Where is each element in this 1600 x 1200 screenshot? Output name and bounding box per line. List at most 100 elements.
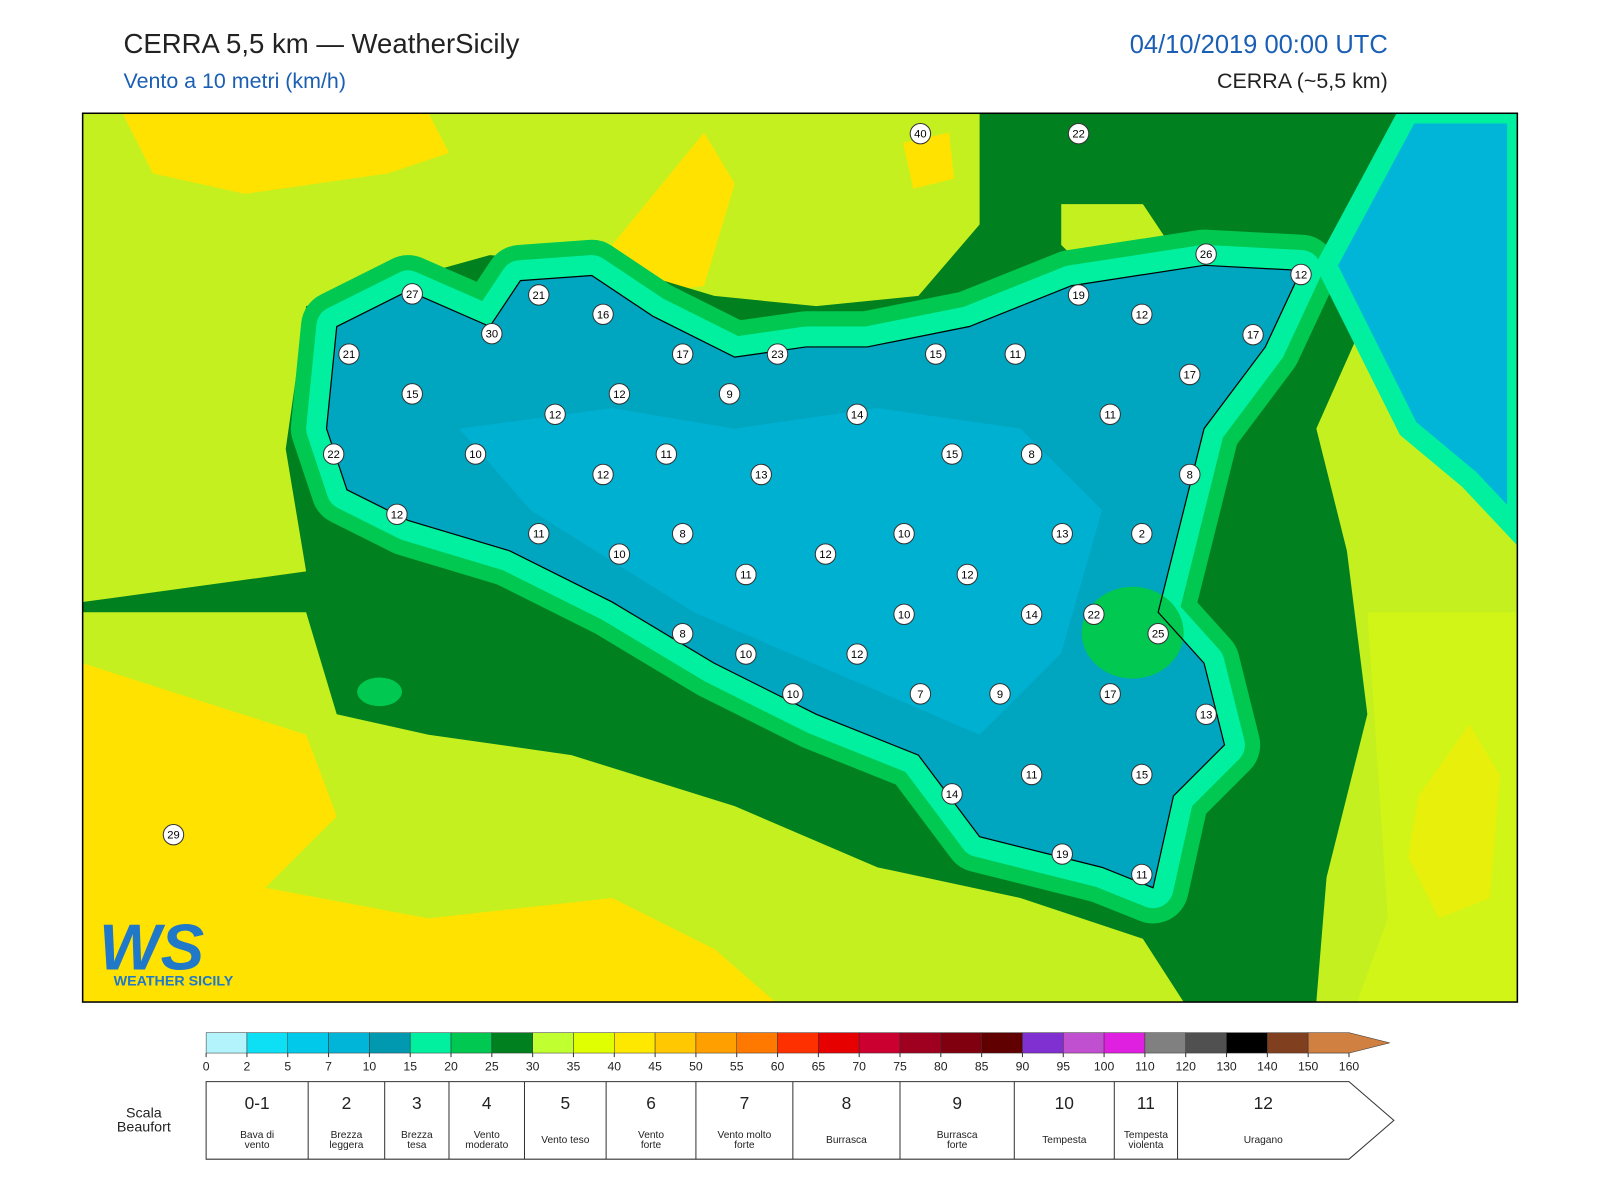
station-value: 10: [898, 609, 910, 621]
colorbar-cell: [1267, 1032, 1309, 1054]
station-value: 8: [1029, 449, 1035, 461]
station-value: 19: [1056, 849, 1068, 861]
calabria: [1315, 113, 1518, 546]
station-value: 9: [997, 689, 1003, 701]
station-value: 10: [469, 449, 481, 461]
beaufort-force: 4: [482, 1093, 492, 1113]
station-marker: [544, 403, 566, 425]
colorbar-cell: [654, 1032, 697, 1054]
station-marker: [322, 443, 345, 465]
station-value: 15: [1136, 769, 1148, 781]
station-marker: [162, 823, 185, 846]
colorbar-label: 7: [325, 1059, 332, 1073]
station-marker: [1179, 463, 1201, 486]
colorbar-label: 20: [444, 1059, 458, 1073]
green-patch: [1081, 586, 1184, 679]
station-value: 13: [1200, 709, 1212, 721]
colorbar-label: 90: [1016, 1059, 1030, 1073]
station-marker: [671, 622, 694, 645]
beaufort-desc: leggera: [329, 1140, 363, 1151]
station-marker: [846, 403, 868, 425]
beaufort-desc: Tempesta: [1042, 1135, 1087, 1146]
station-value: 29: [167, 830, 179, 842]
colorbar-label: 55: [730, 1059, 744, 1073]
station-value: 22: [327, 449, 339, 461]
beaufort-desc: Brezza: [401, 1130, 433, 1141]
colorbar-cell: [614, 1032, 656, 1054]
colorbar-cell: [1185, 1032, 1227, 1054]
station-marker: [671, 343, 694, 365]
station-marker: [1020, 443, 1043, 465]
station-value: 10: [898, 529, 910, 541]
colorbar-label: 40: [607, 1059, 621, 1073]
station-value: 10: [740, 649, 752, 661]
station-value: 22: [1072, 129, 1084, 141]
colorbar-cell: [818, 1032, 860, 1054]
station-marker: [481, 322, 503, 345]
colorbar-label: 80: [934, 1059, 948, 1073]
beaufort-force: 11: [1137, 1093, 1155, 1113]
station-marker: [464, 443, 487, 465]
land-inner: [459, 408, 1103, 735]
station-value: 12: [1295, 269, 1307, 281]
station-marker: [814, 543, 837, 565]
beaufort-desc: Uragano: [1244, 1135, 1283, 1146]
colorbar-cell: [981, 1032, 1023, 1054]
colorbar-label: 0: [203, 1059, 210, 1073]
colorbar-cell: [287, 1032, 329, 1054]
station-marker: [608, 543, 631, 565]
colorbar-label: 140: [1257, 1059, 1278, 1073]
beaufort-desc: Tempesta: [1124, 1130, 1169, 1141]
station-value: 10: [613, 549, 625, 561]
station-marker: [1195, 243, 1217, 265]
model: CERRA (~5,5 km): [1217, 69, 1388, 93]
station-marker: [671, 522, 694, 545]
station-marker: [386, 503, 408, 525]
station-marker: [1067, 122, 1090, 145]
station-marker: [528, 522, 550, 545]
station-marker: [1290, 263, 1312, 286]
colorbar-cell: [1307, 1032, 1390, 1054]
station-marker: [1242, 323, 1264, 346]
station-value: 14: [851, 409, 863, 421]
beaufort-desc: Burrasca: [826, 1135, 867, 1146]
station-value: 17: [1104, 689, 1116, 701]
station-marker: [941, 443, 963, 465]
station-marker: [735, 563, 757, 586]
colorbar-label: 50: [689, 1059, 703, 1073]
colorbar-label: 10: [363, 1059, 377, 1073]
colorbar-cell: [246, 1032, 289, 1054]
beaufort-label: Beaufort: [117, 1120, 171, 1136]
colorbar-label: 30: [526, 1059, 540, 1073]
station-marker: [846, 643, 868, 665]
station-marker: [893, 603, 915, 625]
station-value: 11: [1009, 349, 1021, 361]
station-value: 12: [597, 469, 609, 481]
colorbar-cell: [532, 1032, 574, 1054]
station-marker: [718, 383, 741, 405]
station-marker: [1179, 363, 1201, 386]
station-marker: [1099, 403, 1121, 425]
station-marker: [909, 122, 932, 145]
beaufort-desc: vento: [245, 1140, 270, 1151]
colorbar-cell: [858, 1032, 901, 1054]
datetime: 04/10/2019 00:00 UTC: [1130, 31, 1388, 59]
map: [82, 113, 1518, 1003]
colorbar-label: 120: [1176, 1059, 1197, 1073]
station-marker: [909, 683, 932, 705]
colorbar-cell: [205, 1032, 248, 1054]
colorbar-label: 35: [567, 1059, 581, 1073]
colorbar-cell: [450, 1032, 493, 1054]
map-frame: [81, 112, 1519, 1003]
station-value: 12: [1136, 309, 1148, 321]
station-marker: [608, 383, 631, 405]
beaufort-force: 10: [1055, 1093, 1074, 1113]
station-value: 25: [1152, 629, 1164, 641]
station-marker: [655, 443, 678, 465]
station-value: 11: [533, 529, 545, 541]
station-value: 7: [917, 689, 923, 701]
beaufort-desc: forte: [947, 1140, 968, 1151]
station-value: 15: [946, 449, 958, 461]
station-marker: [925, 343, 947, 365]
